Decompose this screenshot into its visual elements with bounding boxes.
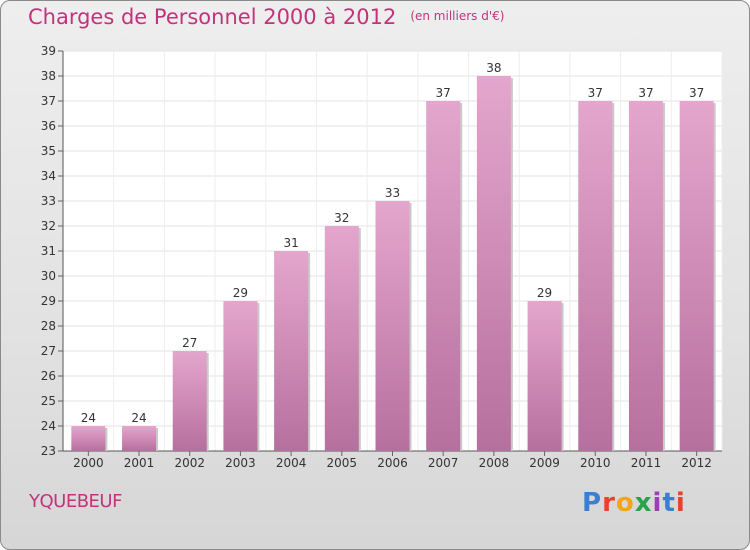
y-tick-label: 29 bbox=[41, 294, 56, 308]
bar bbox=[375, 201, 410, 451]
title-text: Charges de Personnel 2000 à 2012 bbox=[28, 5, 397, 29]
bars bbox=[71, 76, 716, 451]
x-tick-label: 2005 bbox=[327, 456, 358, 470]
bar bbox=[527, 301, 562, 451]
x-tick-label: 2000 bbox=[73, 456, 104, 470]
y-tick-label: 26 bbox=[41, 369, 56, 383]
y-tick-label: 27 bbox=[41, 344, 56, 358]
y-tick-label: 37 bbox=[41, 94, 56, 108]
y-tick-label: 23 bbox=[41, 444, 56, 458]
data-label: 27 bbox=[182, 336, 197, 350]
bar bbox=[628, 101, 663, 451]
y-tick-label: 36 bbox=[41, 119, 56, 133]
y-tick-label: 35 bbox=[41, 144, 56, 158]
bar bbox=[578, 101, 613, 451]
x-tick-label: 2001 bbox=[124, 456, 155, 470]
bar bbox=[122, 426, 157, 451]
labels: 23 24 25 26 27 28 29 30 31 32 33 34 35 36 37 38 39 2000 24… bbox=[41, 44, 712, 470]
y-tick-label: 34 bbox=[41, 169, 56, 183]
y-tick-label: 30 bbox=[41, 269, 56, 283]
data-label: 37 bbox=[689, 86, 704, 100]
y-tick-label: 33 bbox=[41, 194, 56, 208]
data-label: 32 bbox=[334, 211, 349, 225]
data-label: 29 bbox=[537, 286, 552, 300]
bar bbox=[679, 101, 714, 451]
x-tick-label: 2003 bbox=[225, 456, 256, 470]
proxiti-logo[interactable]: Proxiti bbox=[582, 488, 686, 518]
x-tick-label: 2012 bbox=[681, 456, 712, 470]
bar bbox=[223, 301, 258, 451]
data-label: 24 bbox=[81, 411, 96, 425]
y-tick-label: 32 bbox=[41, 219, 56, 233]
chart-title: Charges de Personnel 2000 à 2012 (en mill… bbox=[28, 5, 504, 29]
x-tick-label: 2007 bbox=[428, 456, 459, 470]
y-tick-label: 25 bbox=[41, 394, 56, 408]
data-label: 37 bbox=[436, 86, 451, 100]
x-tick-label: 2002 bbox=[174, 456, 205, 470]
y-tick-label: 38 bbox=[41, 69, 56, 83]
data-label: 38 bbox=[486, 61, 501, 75]
x-tick-label: 2011 bbox=[631, 456, 662, 470]
bar bbox=[426, 101, 461, 451]
bar bbox=[274, 251, 309, 451]
x-tick-label: 2010 bbox=[580, 456, 611, 470]
bar bbox=[71, 426, 106, 451]
x-tick-label: 2004 bbox=[276, 456, 307, 470]
data-label: 29 bbox=[233, 286, 248, 300]
x-tick-label: 2008 bbox=[479, 456, 510, 470]
y-tick-label: 24 bbox=[41, 419, 56, 433]
data-label: 24 bbox=[131, 411, 146, 425]
data-label: 33 bbox=[385, 186, 400, 200]
x-tick-label: 2006 bbox=[377, 456, 408, 470]
bar bbox=[172, 351, 207, 451]
y-tick-label: 31 bbox=[41, 244, 56, 258]
location-name: YQUEBEUF bbox=[29, 491, 122, 512]
data-label: 37 bbox=[588, 86, 603, 100]
data-label: 37 bbox=[638, 86, 653, 100]
title-unit: (en milliers d'€) bbox=[410, 9, 505, 23]
bar bbox=[324, 226, 359, 451]
y-tick-label: 39 bbox=[41, 44, 56, 58]
bar bbox=[476, 76, 511, 451]
x-tick-label: 2009 bbox=[529, 456, 560, 470]
y-tick-label: 28 bbox=[41, 319, 56, 333]
data-label: 31 bbox=[283, 236, 298, 250]
